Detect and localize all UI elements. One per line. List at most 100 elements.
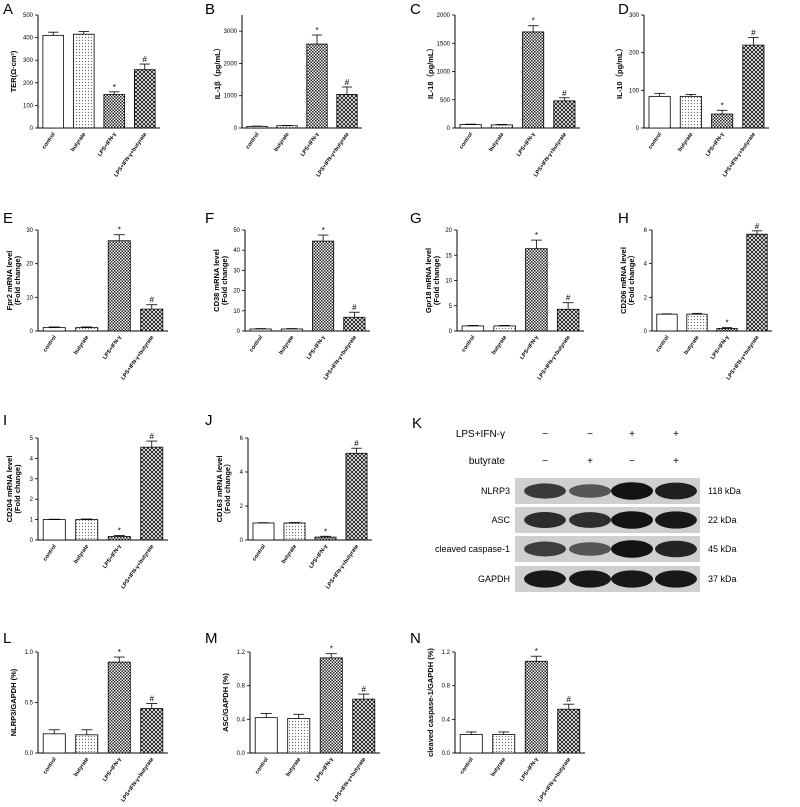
condition-mark: +	[629, 429, 635, 440]
y-tick-label: 1500	[437, 41, 451, 47]
panel-letter: H	[618, 210, 629, 227]
bar-lps-ifn-	[312, 240, 335, 332]
y-tick-label: 10	[445, 279, 452, 285]
y-tick-label: 0	[30, 538, 34, 544]
category-label: LPS+IFN-γ+butyrate	[533, 132, 568, 179]
bar-butyrate	[276, 125, 298, 129]
y-tick-label: 10	[233, 309, 240, 315]
y-tick-label: 15	[445, 253, 452, 259]
category-label: LPS+IFN-γ	[300, 131, 321, 158]
y-tick-label: 0.4	[237, 717, 246, 723]
y-tick-label: 0	[240, 538, 244, 544]
y-axis-label: ASC/GAPDH (%)	[221, 673, 230, 732]
category-label: control	[42, 756, 58, 775]
category-label: LPS+IFN-γ+butyrate	[120, 757, 155, 804]
y-tick-label: 50	[233, 228, 240, 234]
significance-mark: #	[751, 29, 756, 38]
category-label: control	[655, 334, 671, 353]
y-tick-label: 300	[629, 13, 640, 19]
bar-lps-ifn-butyrate	[557, 708, 581, 754]
category-label: LPS+IFN-γ	[705, 131, 726, 158]
significance-mark: #	[567, 695, 572, 704]
blot-band	[524, 483, 566, 499]
y-tick-label: 4	[30, 456, 34, 462]
bar-lps-ifn-	[107, 240, 131, 332]
y-tick-label: 0	[234, 126, 238, 132]
y-tick-label: 0.0	[25, 751, 34, 757]
y-tick-label: 1.0	[25, 650, 34, 656]
category-label: control	[459, 131, 475, 150]
western-blot-panel: K LPS+IFN-γ − − + + butyrate − + − + NLRP3 118 kDa AS…	[412, 415, 741, 592]
y-tick-label: 40	[233, 248, 240, 254]
y-tick-label: 1.2	[442, 650, 451, 656]
bar-butyrate	[280, 328, 303, 332]
chart-panel-m: M 0.0 0.4 0.8 1.2 ASC/GAPDH (%) control butyrat…	[205, 630, 380, 803]
y-tick-label: 0.8	[442, 684, 451, 690]
category-label: control	[42, 543, 58, 562]
chart-panel-b: B 0 1000 2000 3000 IL-1β（pg/mL） control butyrat…	[205, 1, 362, 178]
bar-butyrate	[75, 734, 99, 754]
category-label: LPS+IFN-γ+butyrate	[325, 544, 360, 591]
significance-mark: *	[725, 319, 728, 328]
y-axis-label: TER(Ω·cm²)	[9, 50, 18, 92]
category-label: LPS+IFN-γ+butyrate	[120, 335, 155, 382]
y-tick-label: 0	[644, 329, 648, 335]
y-tick-label: 20	[445, 228, 452, 234]
y-tick-label: 6	[644, 228, 648, 234]
molecular-weight-label: 22 kDa	[708, 515, 737, 525]
significance-mark: *	[118, 648, 121, 657]
category-label: control	[41, 131, 57, 150]
bar-control	[42, 34, 65, 129]
bar-lps-ifn-butyrate	[140, 446, 164, 541]
category-label: butyrate	[73, 544, 90, 565]
category-label: LPS+IFN-γ	[519, 334, 540, 361]
molecular-weight-label: 118 kDa	[708, 486, 741, 496]
y-tick-label: 20	[26, 262, 33, 268]
y-tick-label: 30	[233, 268, 240, 274]
significance-mark: #	[150, 296, 155, 305]
bar-lps-ifn-	[314, 536, 337, 541]
bar-butyrate	[283, 522, 306, 541]
y-tick-label: 300	[23, 58, 34, 64]
y-tick-label: 3000	[224, 29, 238, 35]
condition-label: butyrate	[469, 456, 506, 467]
panel-letter: C	[410, 1, 421, 18]
bar-lps-ifn-butyrate	[553, 100, 576, 129]
y-tick-label: 500	[440, 98, 451, 104]
condition-label: LPS+IFN-γ	[456, 429, 505, 440]
y-axis-label: （Fold change）	[626, 251, 636, 310]
category-label: butyrate	[491, 335, 508, 356]
protein-label: GAPDH	[478, 574, 510, 584]
significance-mark: *	[324, 527, 327, 536]
chart-panel-e: E 0 10 20 30 Fpr2 mRNA level (Fold change) cont…	[3, 210, 168, 381]
molecular-weight-label: 45 kDa	[708, 544, 737, 554]
category-label: butyrate	[490, 757, 507, 778]
blot-band	[569, 542, 611, 556]
significance-mark: *	[535, 647, 538, 656]
category-label: LPS+IFN-γ+butyrate	[323, 335, 358, 382]
bar-lps-ifn-butyrate	[336, 94, 358, 129]
bar-control	[656, 313, 678, 332]
condition-mark: −	[542, 456, 548, 467]
significance-mark: *	[118, 226, 121, 235]
condition-mark: +	[673, 456, 679, 467]
bar-control	[648, 95, 671, 129]
category-label: LPS+IFN-γ	[308, 543, 329, 570]
significance-mark: #	[352, 303, 357, 312]
bar-butyrate	[490, 124, 513, 129]
y-tick-label: 100	[23, 103, 34, 109]
blot-band	[655, 570, 697, 588]
bar-butyrate	[679, 95, 702, 129]
category-label: LPS+IFN-γ	[710, 334, 731, 361]
bar-lps-ifn-	[319, 657, 343, 754]
category-label: LPS+IFN-γ	[102, 756, 123, 783]
category-label: butyrate	[73, 335, 90, 356]
blot-band	[655, 540, 697, 558]
blot-band	[524, 570, 566, 588]
bar-control	[252, 522, 275, 541]
significance-mark: *	[330, 645, 333, 654]
bar-lps-ifn-butyrate	[345, 452, 368, 541]
y-tick-label: 0	[30, 329, 34, 335]
category-label: control	[249, 334, 265, 353]
y-axis-label: CD204 mRNA level	[5, 456, 14, 523]
